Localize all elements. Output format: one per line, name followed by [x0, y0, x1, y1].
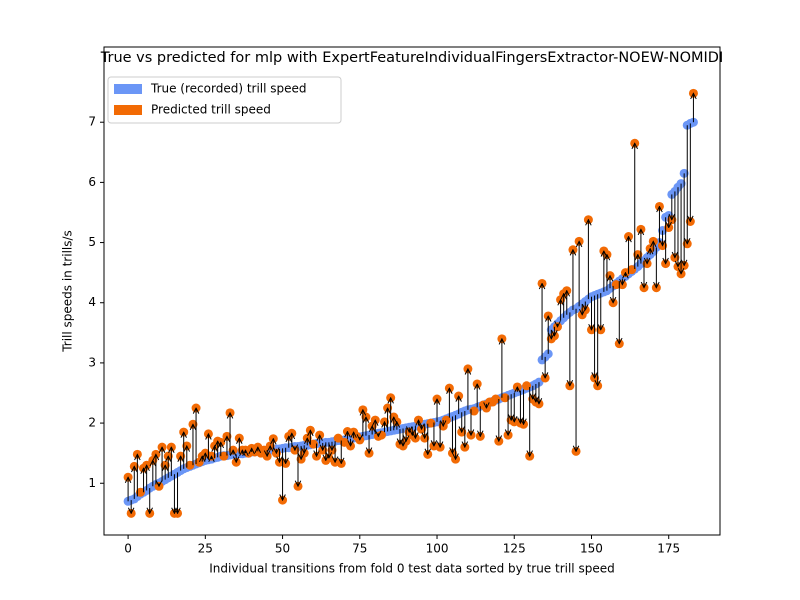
x-tick-label: 150 [580, 542, 603, 556]
point [426, 418, 436, 428]
point [611, 280, 621, 290]
y-axis-label: Trill speeds in trills/s [61, 230, 75, 353]
legend-label: True (recorded) trill speed [150, 82, 307, 96]
x-tick-label: 175 [657, 542, 680, 556]
point [219, 451, 229, 461]
point [500, 393, 510, 403]
legend-swatch [114, 105, 142, 115]
legend: True (recorded) trill speed Predicted tri… [107, 76, 342, 124]
x-axis-label: Individual transitions from fold 0 test … [209, 562, 614, 576]
y-tick-label: 2 [88, 416, 96, 430]
x-tick-label: 100 [426, 542, 449, 556]
x-tick-label: 25 [198, 542, 213, 556]
point [185, 460, 195, 470]
x-tick-label: 50 [275, 542, 290, 556]
point [308, 439, 318, 449]
point [627, 265, 637, 275]
legend-label: Predicted trill speed [151, 103, 271, 117]
y-tick-label: 4 [88, 295, 96, 309]
legend-box [107, 76, 342, 124]
x-tick-label: 0 [124, 542, 132, 556]
y-tick-label: 6 [88, 175, 96, 189]
point [522, 381, 532, 391]
point [469, 406, 479, 416]
y-tick-label: 7 [88, 115, 96, 129]
point [135, 487, 145, 497]
x-tick-label: 75 [352, 542, 367, 556]
y-tick-label: 3 [88, 355, 96, 369]
y-tick-label: 5 [88, 235, 96, 249]
plot-area [123, 88, 698, 518]
chart-title: True vs predicted for mlp with ExpertFea… [100, 50, 723, 66]
point [491, 394, 501, 404]
axes-frame [103, 46, 721, 536]
legend-swatch [114, 84, 142, 94]
y-tick-label: 1 [88, 476, 96, 490]
x-tick-label: 125 [503, 542, 526, 556]
